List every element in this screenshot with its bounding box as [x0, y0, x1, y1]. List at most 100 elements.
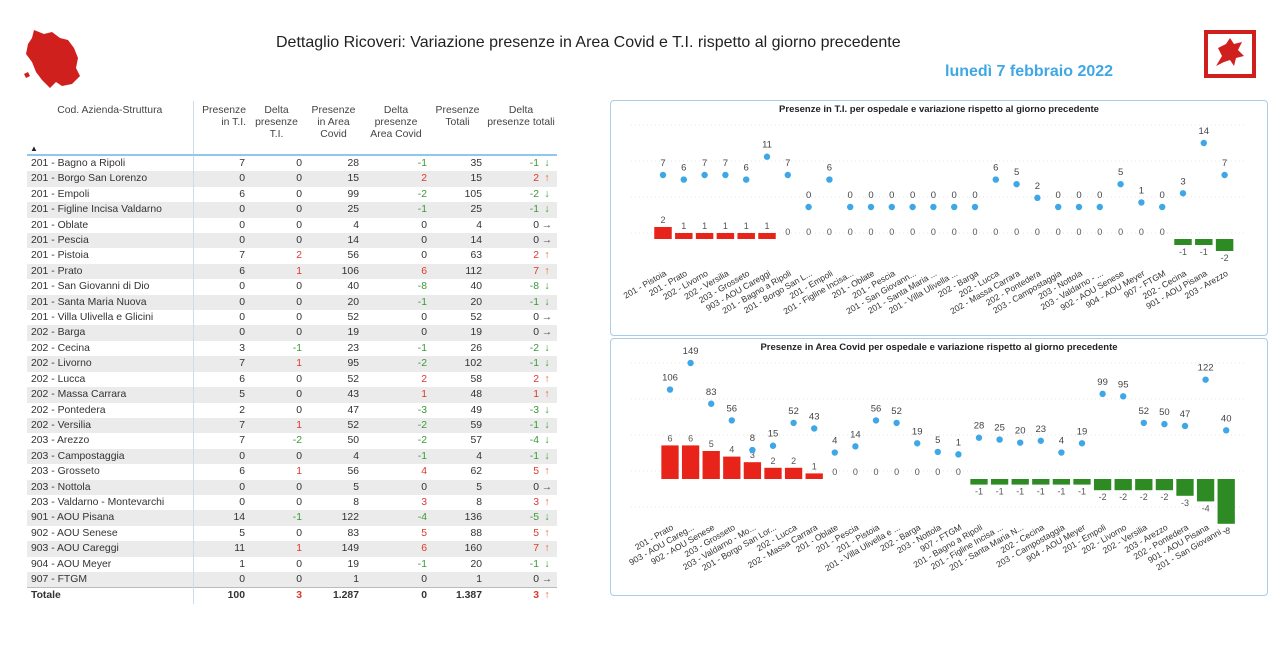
- cell-presenze-covid-value: 149: [341, 543, 359, 555]
- delta-label: 1: [702, 221, 707, 231]
- col-header-presenze-ti[interactable]: Presenze in T.I.: [193, 101, 248, 156]
- table-row[interactable]: 202 - Livorno 7 1 95 -2 102 -1 ↓: [27, 356, 557, 372]
- delta-label: 0: [1118, 227, 1123, 237]
- cell-delta-covid: 0: [362, 325, 430, 341]
- table-row[interactable]: 901 - AOU Pisana 14 -1 122 -4 136 -5 ↓: [27, 510, 557, 526]
- cell-delta-covid-value: 2: [421, 373, 427, 385]
- cell-delta-covid-value: -1: [417, 158, 427, 169]
- arrow-up-icon: ↑: [544, 590, 550, 602]
- cell-delta-ti-value: 1: [296, 419, 302, 431]
- table-row[interactable]: 201 - Pescia 0 0 14 0 14 0 →: [27, 233, 557, 249]
- delta-label: 0: [1035, 227, 1040, 237]
- cell-delta-covid-value: 4: [421, 466, 427, 478]
- arrow-down-icon: ↓: [544, 296, 550, 308]
- table-row[interactable]: 202 - Versilia 7 1 52 -2 59 -1 ↓: [27, 417, 557, 434]
- col-header-delta-totali[interactable]: Delta presenze totali: [485, 101, 557, 156]
- col-header-presenze-covid[interactable]: Presenze in Area Covid: [305, 101, 362, 156]
- presence-dot: [666, 386, 674, 393]
- cell-presenze-ti-value: 6: [239, 373, 245, 385]
- cell-struttura-value: 201 - Santa Maria Nuova: [31, 296, 147, 308]
- cell-presenze-covid-value: 1: [353, 573, 359, 585]
- sort-asc-icon[interactable]: ▲: [30, 144, 38, 153]
- table-row[interactable]: 202 - Barga 0 0 19 0 19 0 →: [27, 325, 557, 341]
- delta-bar: [1011, 479, 1029, 485]
- pegasus-icon: [1208, 34, 1252, 74]
- table-row[interactable]: 201 - Prato 6 1 106 6 112 7 ↑: [27, 263, 557, 280]
- table-row[interactable]: 907 - FTGM 0 0 1 0 1 0 →: [27, 571, 557, 588]
- table-row[interactable]: 201 - Villa Ulivella e Glicini 0 0 52 0 52 0 →: [27, 310, 557, 326]
- col-header-delta-ti[interactable]: Delta presenze T.I.: [248, 101, 305, 156]
- presence-label: 7: [702, 158, 707, 169]
- cell-delta-ti: 0: [248, 372, 305, 387]
- cell-presenze-covid-value: 28: [347, 158, 359, 169]
- table-total-row[interactable]: Totale 100 3 1.287 0 1.387 3 ↑: [27, 587, 557, 604]
- presence-label: 0: [1097, 190, 1102, 201]
- presence-dot: [1202, 376, 1209, 383]
- delta-bar: [805, 473, 823, 479]
- cell-struttura: 201 - Empoli: [27, 186, 194, 203]
- cell-presenze-ti-value: 0: [239, 312, 245, 324]
- col-header-presenze-totali[interactable]: Presenze Totali: [430, 101, 485, 156]
- delta-label: 0: [910, 227, 915, 237]
- cell-presenze-totali: 63: [430, 248, 485, 263]
- cell-delta-totali: 2 ↑: [485, 372, 557, 387]
- arrow-up-icon: ↑: [544, 265, 550, 277]
- col-header-delta-covid[interactable]: Delta presenze Area Covid: [362, 101, 430, 156]
- cell-delta-totali-value: 7: [533, 265, 539, 277]
- arrow-up-icon: ↑: [544, 466, 550, 478]
- table-row[interactable]: 203 - Arezzo 7 -2 50 -2 57 -4 ↓: [27, 433, 557, 449]
- col-header-struttura[interactable]: Cod. Azienda-Struttura: [27, 101, 194, 156]
- cell-struttura: 201 - Bagno a Ripoli: [27, 155, 194, 172]
- cell-struttura-value: 201 - Pistoia: [31, 250, 89, 262]
- cell-presenze-ti: 0: [193, 310, 248, 325]
- table-row[interactable]: 202 - Lucca 6 0 52 2 58 2 ↑: [27, 371, 557, 388]
- cell-delta-covid-value: 1: [421, 389, 427, 401]
- table-row[interactable]: 202 - Cecina 3 -1 23 -1 26 -2 ↓: [27, 340, 557, 357]
- table-row[interactable]: 201 - Santa Maria Nuova 0 0 20 -1 20 -1 ↓: [27, 294, 557, 311]
- presence-label: 6: [827, 163, 832, 174]
- table-row[interactable]: 203 - Valdarno - Montevarchi 0 0 8 3 8 3 ↑: [27, 494, 557, 511]
- delta-label: 1: [681, 221, 686, 231]
- cell-delta-ti: 3: [248, 587, 305, 604]
- presence-dot: [1058, 449, 1065, 456]
- cell-struttura-value: 203 - Nottola: [31, 481, 91, 493]
- delta-bar: [1215, 239, 1234, 251]
- arrow-right-icon: →: [541, 481, 553, 493]
- cell-presenze-covid: 52: [305, 372, 362, 387]
- table-row[interactable]: 902 - AOU Senese 5 0 83 5 88 5 ↑: [27, 525, 557, 542]
- presence-dot: [893, 419, 900, 427]
- table-row[interactable]: 201 - San Giovanni di Dio 0 0 40 -8 40 -8 ↓: [27, 279, 557, 295]
- cell-presenze-covid: 4: [305, 218, 362, 233]
- cell-presenze-ti: 11: [193, 541, 248, 557]
- cell-presenze-totali: 59: [430, 417, 485, 434]
- table-row[interactable]: 201 - Pistoia 7 2 56 0 63 2 ↑: [27, 248, 557, 264]
- cell-presenze-covid: 47: [305, 403, 362, 418]
- cell-delta-covid-value: -4: [417, 512, 427, 524]
- arrow-down-icon: ↓: [544, 358, 550, 370]
- table-row[interactable]: 201 - Empoli 6 0 99 -2 105 -2 ↓: [27, 186, 557, 203]
- presence-dot: [790, 419, 797, 427]
- presence-dot: [930, 203, 937, 211]
- table-row[interactable]: 202 - Pontedera 2 0 47 -3 49 -3 ↓: [27, 402, 557, 418]
- table-row[interactable]: 903 - AOU Careggi 11 1 149 6 160 7 ↑: [27, 541, 557, 557]
- cell-presenze-ti-value: 0: [239, 219, 245, 231]
- cell-delta-ti-value: -2: [292, 435, 302, 447]
- table-row[interactable]: 201 - Bagno a Ripoli 7 0 28 -1 35 -1 ↓: [27, 155, 557, 172]
- cell-struttura: 203 - Campostaggia: [27, 448, 194, 465]
- table-row[interactable]: 203 - Grosseto 6 1 56 4 62 5 ↑: [27, 464, 557, 480]
- table-row[interactable]: 201 - Figline Incisa Valdarno 0 0 25 -1 25 -1 ↓: [27, 202, 557, 218]
- table-row[interactable]: 904 - AOU Meyer 1 0 19 -1 20 -1 ↓: [27, 556, 557, 572]
- presence-dot: [852, 443, 859, 450]
- cell-delta-covid: -2: [362, 356, 430, 372]
- delta-label: -4: [1202, 503, 1210, 513]
- cell-presenze-ti: 14: [193, 510, 248, 526]
- table-row[interactable]: 201 - Oblate 0 0 4 0 4 0 →: [27, 217, 557, 234]
- table-row[interactable]: 203 - Campostaggia 0 0 4 -1 4 -1 ↓: [27, 448, 557, 465]
- cell-struttura: 202 - Livorno: [27, 356, 194, 372]
- table-row[interactable]: 202 - Massa Carrara 5 0 43 1 48 1 ↑: [27, 387, 557, 403]
- table-row[interactable]: 201 - Borgo San Lorenzo 0 0 15 2 15 2 ↑: [27, 171, 557, 187]
- table-row[interactable]: 203 - Nottola 0 0 5 0 5 0 →: [27, 479, 557, 495]
- cell-presenze-covid-value: 23: [347, 342, 359, 354]
- cell-struttura-value: 901 - AOU Pisana: [31, 512, 115, 524]
- cell-presenze-ti-value: 0: [239, 296, 245, 308]
